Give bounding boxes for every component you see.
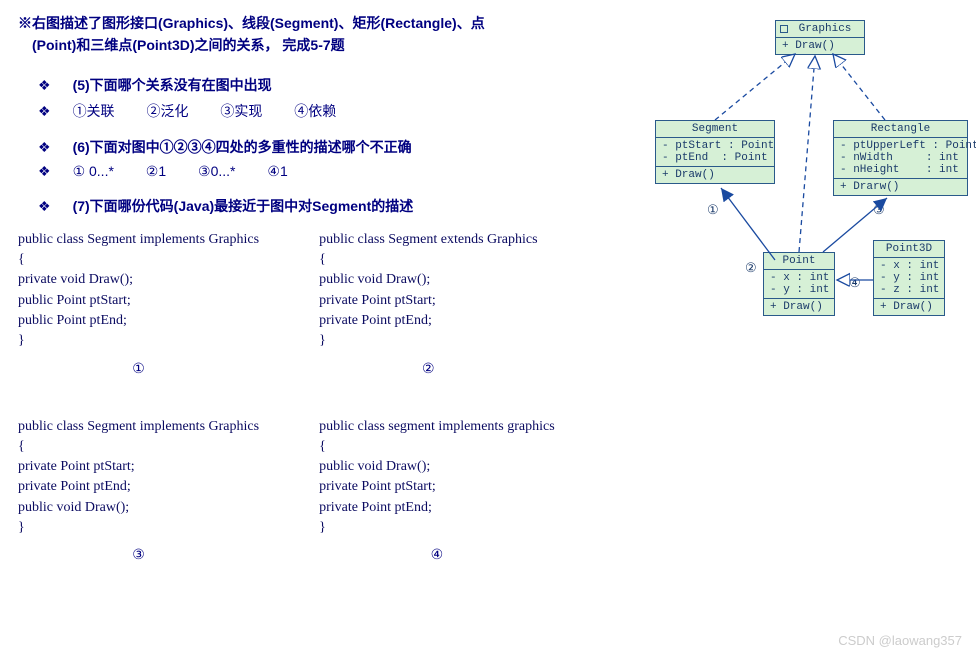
q5-opt-a: ①关联 (73, 103, 115, 119)
q6-opt-c: ③0...* (198, 163, 235, 179)
q6-text: (6)下面对图中①②③④四处的多重性的描述哪个不正确 (73, 137, 412, 157)
code-1-label: ① (18, 360, 259, 377)
uml-edges (655, 20, 965, 340)
q7-text: (7)下面哪份代码(Java)最接近于图中对Segment的描述 (73, 196, 414, 216)
q6-opt-d: ④1 (267, 163, 287, 179)
code-3-label: ③ (18, 546, 259, 563)
q5-opt-c: ③实现 (220, 103, 262, 119)
diamond-icon: ❖ (38, 103, 51, 120)
code-2-label: ② (319, 360, 538, 377)
q6-options: ① 0...* ②1 ③0...* ④1 (73, 163, 316, 180)
q6-opt-b: ②1 (146, 163, 166, 179)
q6-opt-a: ① 0...* (73, 163, 114, 179)
q5-opt-d: ④依赖 (294, 103, 336, 119)
diamond-icon: ❖ (38, 139, 51, 156)
diamond-icon: ❖ (38, 163, 51, 180)
code-4: public class segment implements graphics… (319, 417, 555, 539)
code-row-2: public class Segment implements Graphics… (18, 417, 958, 564)
uml-diagram: Graphics + Draw() Segment - ptStart : Po… (655, 20, 965, 340)
diamond-icon: ❖ (38, 77, 51, 94)
diamond-icon: ❖ (38, 198, 51, 215)
code-3: public class Segment implements Graphics… (18, 417, 259, 539)
code-1: public class Segment implements Graphics… (18, 230, 259, 352)
q5-opt-b: ②泛化 (146, 103, 188, 119)
watermark: CSDN @laowang357 (838, 633, 962, 648)
code-4-label: ④ (319, 546, 555, 563)
q5-options: ①关联 ②泛化 ③实现 ④依赖 (73, 101, 365, 121)
code-2: public class Segment extends Graphics { … (319, 230, 538, 352)
q5-text: (5)下面哪个关系没有在图中出现 (73, 75, 272, 95)
